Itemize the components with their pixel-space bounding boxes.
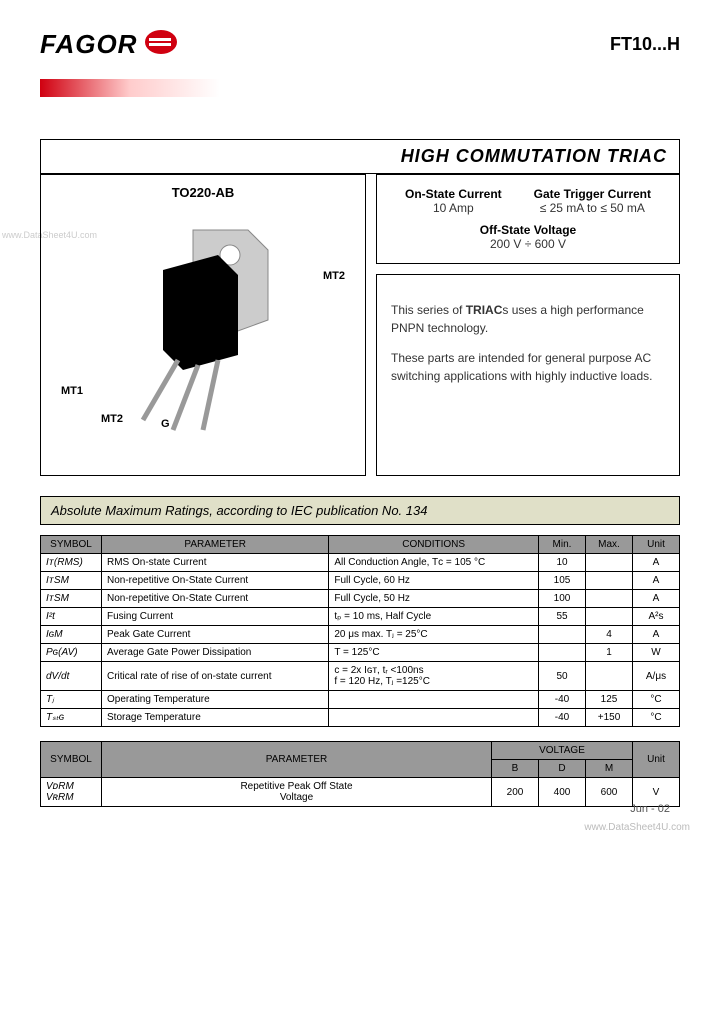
on-state-label: On-State Current [405, 187, 502, 201]
gate-value: ≤ 25 mA to ≤ 50 mA [534, 201, 651, 215]
table-row: IᴛSMNon-repetitive On-State CurrentFull … [41, 572, 680, 590]
on-state-value: 10 Amp [405, 201, 502, 215]
page-title: HIGH COMMUTATION TRIAC [40, 139, 680, 174]
gate-label: Gate Trigger Current [534, 187, 651, 201]
table-header: Unit [633, 536, 680, 554]
table-header: SYMBOL [41, 536, 102, 554]
table-row: TⱼOperating Temperature-40125°C [41, 691, 680, 709]
table-row: VᴅRMVʀRMRepetitive Peak Off StateVoltage… [41, 778, 680, 807]
key-specs: On-State Current 10 Amp Gate Trigger Cur… [376, 174, 680, 264]
table-subheader: M [586, 760, 633, 778]
part-number: FT10...H [610, 34, 680, 55]
table-subheader: D [539, 760, 586, 778]
gradient-bar [40, 79, 220, 97]
footer-watermark: www.DataSheet4U.com [584, 822, 690, 833]
table-row: Iᴛ(RMS)RMS On-state CurrentAll Conductio… [41, 554, 680, 572]
desc-p1b: TRIAC [466, 303, 503, 317]
package-diagram: TO220-AB MT2 MT1 MT2 G [40, 174, 366, 476]
desc-p1a: This series of [391, 303, 466, 317]
off-state-value: 200 V ÷ 600 V [389, 237, 667, 251]
table-header: Min. [539, 536, 586, 554]
off-state-label: Off-State Voltage [389, 223, 667, 237]
desc-p2: These parts are intended for general pur… [391, 349, 665, 385]
table-row: TₛₜɢStorage Temperature-40+150°C [41, 709, 680, 727]
brand-icon [143, 28, 179, 61]
section-ratings-header: Absolute Maximum Ratings, according to I… [40, 496, 680, 525]
pin-mt1: MT1 [61, 385, 83, 397]
pin-mt2-top: MT2 [323, 270, 345, 282]
table-row: dV/dtCritical rate of rise of on-state c… [41, 662, 680, 691]
voltage-table: SYMBOLPARAMETERVOLTAGEUnitBDMVᴅRMVʀRMRep… [40, 741, 680, 807]
pin-g: G [161, 418, 170, 430]
page-header: FAGOR FT10...H [40, 28, 680, 61]
table-header: Max. [586, 536, 633, 554]
package-name: TO220-AB [51, 185, 355, 200]
ratings-table: SYMBOLPARAMETERCONDITIONSMin.Max.UnitIᴛ(… [40, 535, 680, 727]
table-row: Pɢ(AV)Average Gate Power DissipationT = … [41, 644, 680, 662]
title-bar [40, 79, 680, 119]
table-row: IɢMPeak Gate Current20 μs max. Tⱼ = 25°C… [41, 626, 680, 644]
pin-mt2-bottom: MT2 [101, 413, 123, 425]
table-subheader: B [492, 760, 539, 778]
brand-logo: FAGOR [40, 28, 179, 61]
table-header: CONDITIONS [329, 536, 539, 554]
table-header: PARAMETER [102, 536, 329, 554]
description-box: This series of TRIACs uses a high perfor… [376, 274, 680, 476]
footer-date: Jun - 02 [630, 803, 670, 815]
brand-text: FAGOR [40, 29, 137, 60]
table-row: I²tFusing Currenttₚ = 10 ms, Half Cycle5… [41, 608, 680, 626]
table-row: IᴛSMNon-repetitive On-State CurrentFull … [41, 590, 680, 608]
